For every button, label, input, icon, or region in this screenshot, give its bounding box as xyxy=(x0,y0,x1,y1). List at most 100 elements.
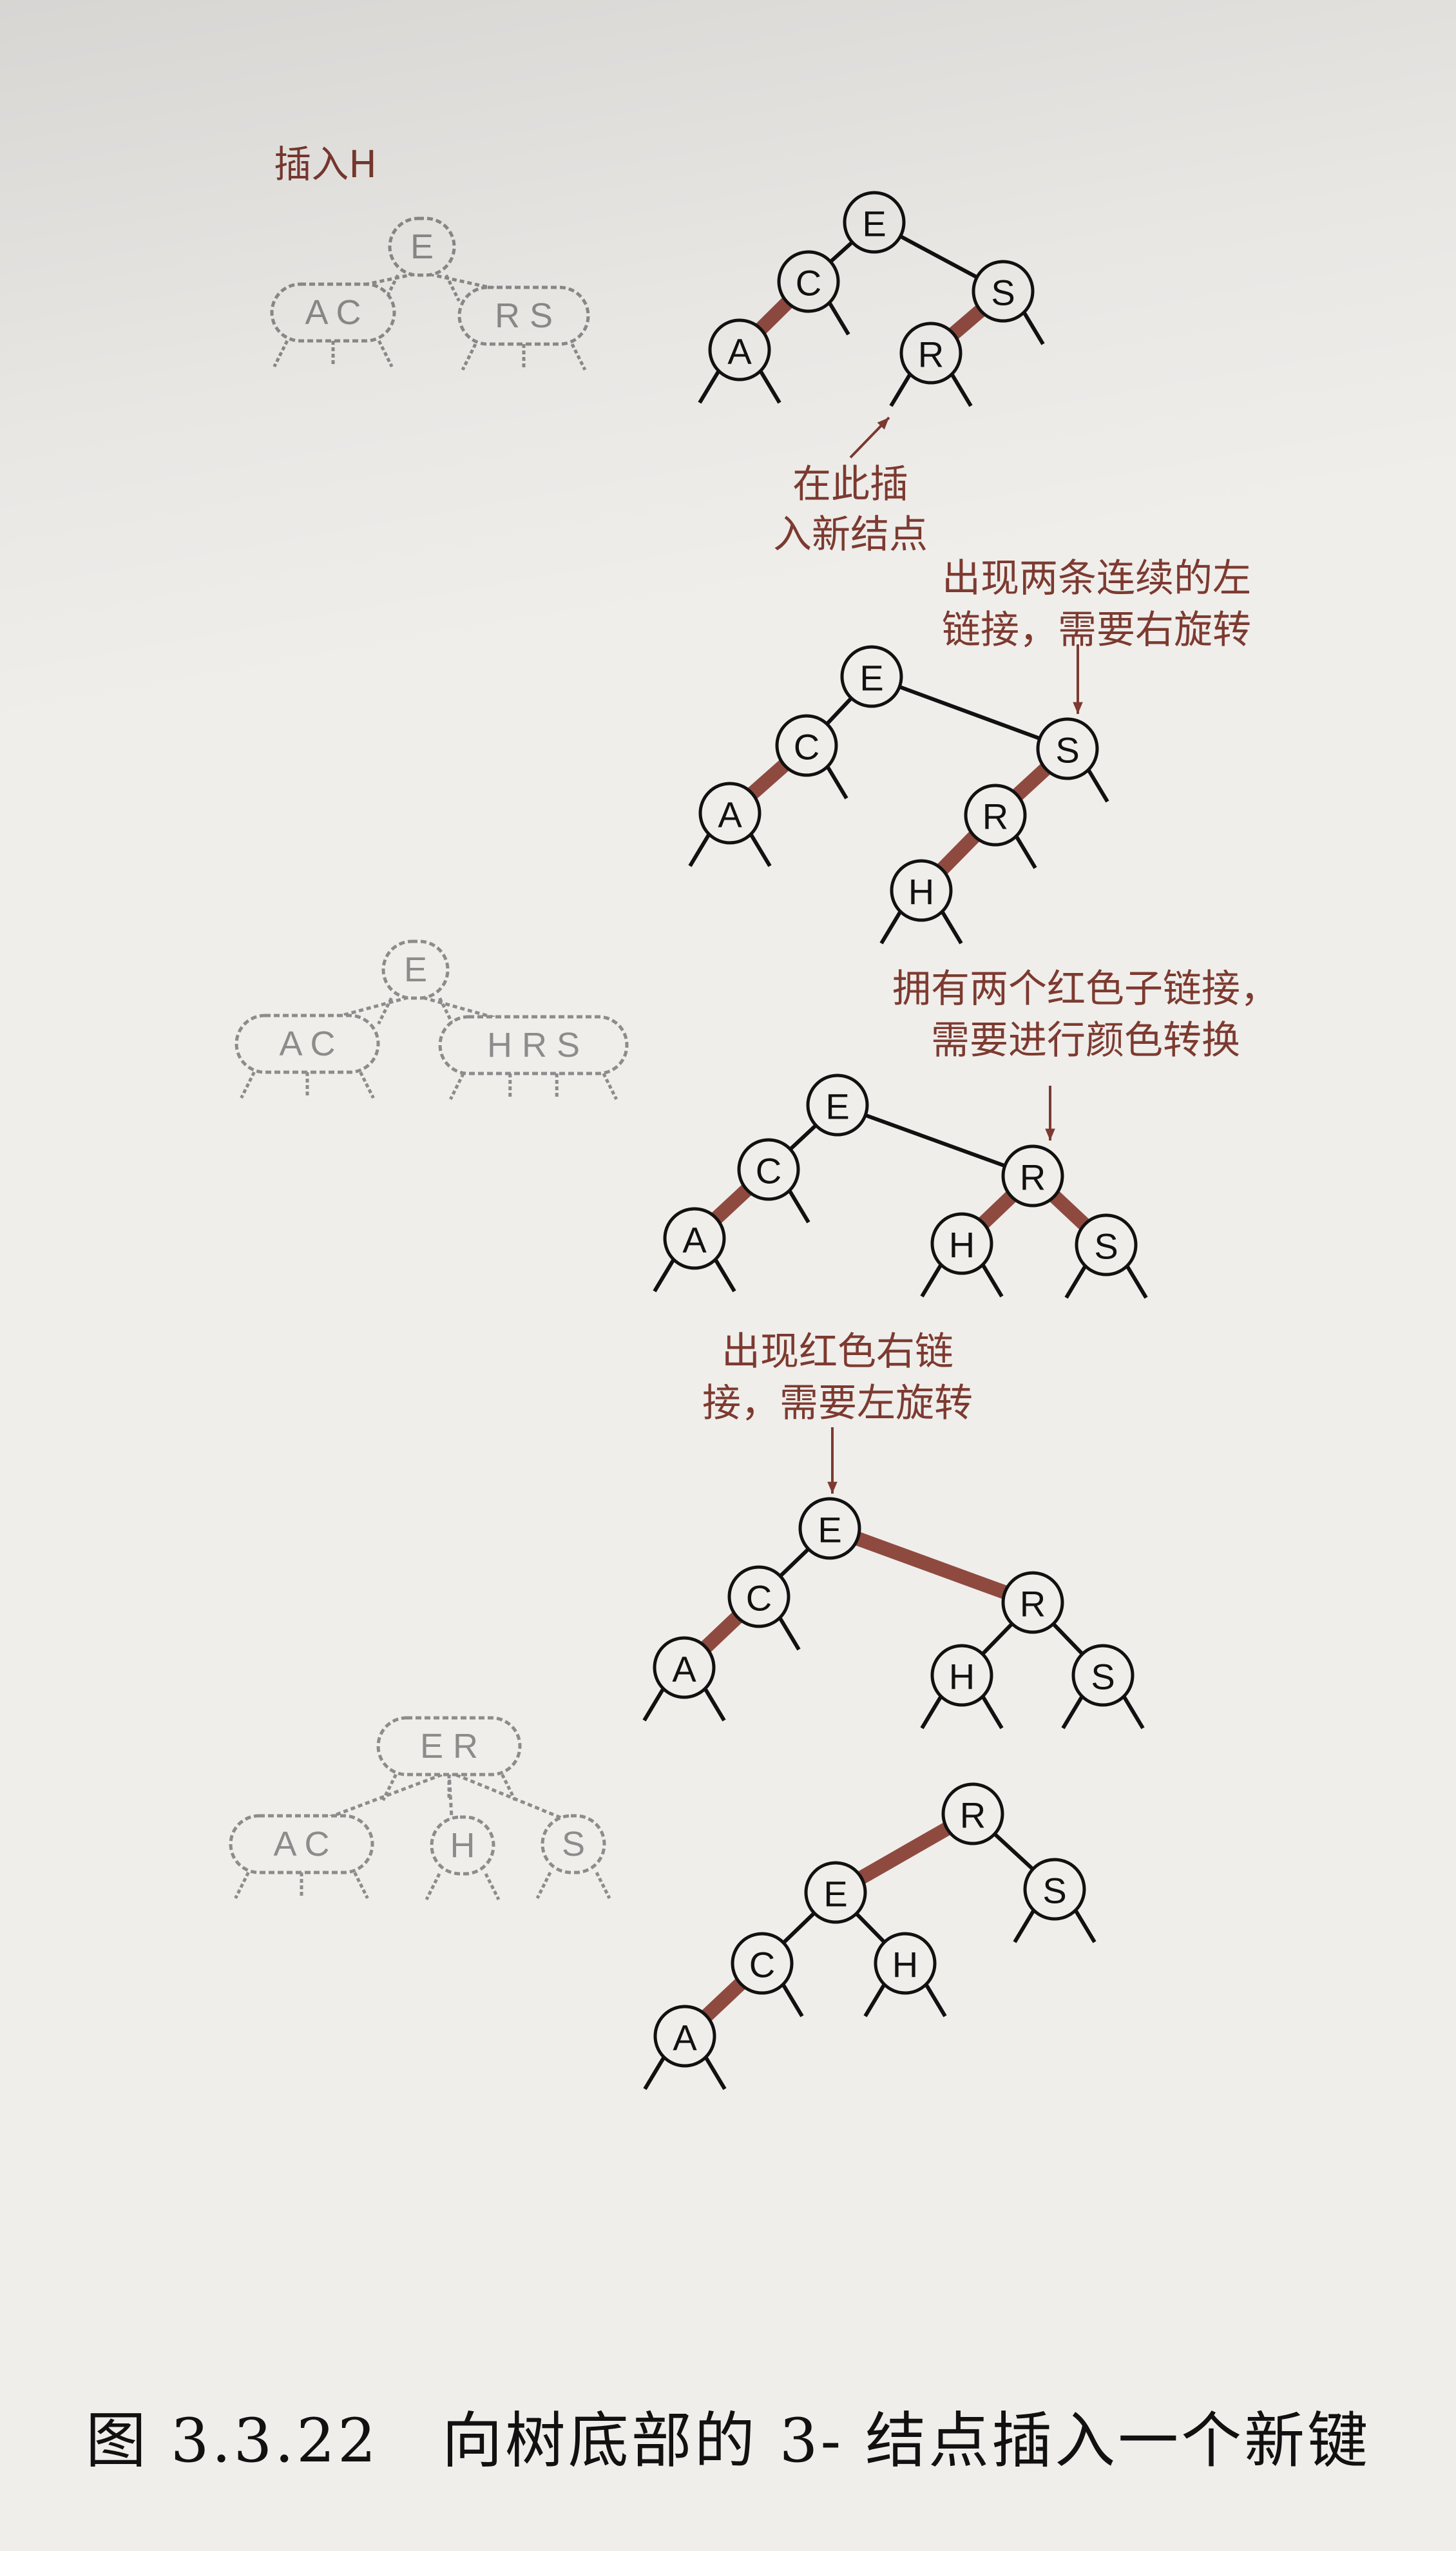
rb-tree-step-1: E C A S R xyxy=(698,191,1045,407)
rb-node-E xyxy=(798,1497,861,1560)
tree-23-step-2: E A C H R S xyxy=(235,939,629,1101)
rb-node-label: H xyxy=(908,872,934,912)
rb-link-red-C-A xyxy=(701,1978,746,2021)
tree-23-leg xyxy=(445,274,461,302)
rb-null-link xyxy=(781,1983,804,2017)
rb-null-link xyxy=(940,910,963,945)
rb-node-label: S xyxy=(1042,1871,1066,1911)
rb-node-label: C xyxy=(794,727,819,767)
annotation-line: 入新结点 xyxy=(773,512,928,557)
rb-null-link xyxy=(1014,834,1037,869)
rb-null-link xyxy=(879,910,903,945)
tree-23-node xyxy=(270,282,396,343)
tree-23-node-label: S xyxy=(562,1825,585,1863)
tree-23-node-label: A C xyxy=(273,1825,329,1863)
rb-node-label: R xyxy=(918,334,944,375)
tree-23-node xyxy=(381,939,450,1000)
tree-23-step-1: E A C R S xyxy=(270,217,590,371)
figure-caption: 图 3.3.22 向树底部的 3- 结点插入一个新键 xyxy=(85,2406,1371,2476)
rb-node-A xyxy=(653,1636,716,1699)
rb-node-H xyxy=(890,859,953,922)
rb-node-label: C xyxy=(796,263,821,303)
rb-link-red-S-R xyxy=(948,305,986,340)
rb-link-red-C-A xyxy=(700,1612,743,1653)
tree-23-edge xyxy=(448,1770,564,1820)
rb-null-link xyxy=(1122,1695,1145,1729)
rb-null-link xyxy=(1061,1695,1084,1729)
rb-node-S xyxy=(1036,717,1099,780)
rb-node-label: E xyxy=(859,658,883,698)
tree-23-leg xyxy=(353,1871,369,1900)
rb-link-red-E-R xyxy=(855,1532,1008,1599)
tree-23-leg xyxy=(449,1072,465,1101)
rb-node-label: A xyxy=(682,1220,707,1260)
tree-23-node-label: H R S xyxy=(487,1026,580,1064)
insert-label: 插入H xyxy=(274,142,377,186)
rb-node-label: R xyxy=(1020,1157,1046,1198)
annotation-line: 接，需要左旋转 xyxy=(702,1381,973,1426)
rb-node-C xyxy=(731,1932,794,1995)
rb-node-label: E xyxy=(862,204,886,244)
annotation-line: 出现两条连续的左 xyxy=(942,556,1251,601)
rb-node-label: A xyxy=(718,794,742,835)
rb-link-black-R-S xyxy=(993,1832,1035,1871)
rb-link-black-E-S xyxy=(899,235,978,279)
annotation-arrowhead xyxy=(1045,1128,1055,1141)
rb-node-label: C xyxy=(756,1151,781,1191)
rb-null-link xyxy=(1086,768,1109,803)
annotation-line: 在此插 xyxy=(792,462,908,507)
rb-null-link xyxy=(787,1189,810,1224)
rb-null-link xyxy=(758,369,781,404)
tree-23-node-label: A C xyxy=(305,293,361,332)
tree-23-node xyxy=(541,1814,606,1874)
rb-null-link xyxy=(863,1983,886,2017)
rb-node-E xyxy=(840,645,903,708)
rb-node-label: H xyxy=(949,1657,975,1697)
rb-node-label: A xyxy=(673,2017,697,2058)
rb-node-label: E xyxy=(825,1086,849,1127)
rb-null-link xyxy=(749,833,772,867)
tree-23-leg xyxy=(234,1871,250,1900)
rb-node-label: C xyxy=(746,1578,772,1619)
rb-node-label: S xyxy=(1091,1657,1115,1697)
rb-null-link xyxy=(825,765,848,800)
rb-null-link xyxy=(1125,1264,1148,1299)
rb-node-H xyxy=(930,1644,993,1707)
tree-23-node-label: E xyxy=(404,950,427,989)
rb-node-label: E xyxy=(818,1510,841,1550)
rb-null-link xyxy=(889,372,912,407)
rb-link-red-C-A xyxy=(747,760,789,799)
rb-node-R xyxy=(899,322,963,385)
rb-node-A xyxy=(708,318,771,381)
rb-link-red-R-E xyxy=(857,1822,951,1884)
rb-node-label: R xyxy=(960,1795,986,1836)
rb-tree-step-5: R E S C H A xyxy=(643,1782,1097,2090)
rb-link-red-S-R xyxy=(1012,764,1051,800)
rb-node-S xyxy=(1075,1213,1138,1276)
rb-node-label: A xyxy=(727,331,752,372)
tree-23-node xyxy=(430,1815,495,1876)
tree-23-edge xyxy=(325,1770,450,1820)
tree-23-node xyxy=(388,217,456,277)
rb-tree-step-3: E C A R H S xyxy=(653,1073,1148,1299)
rb-link-black-E-C xyxy=(779,1547,810,1578)
rb-node-H xyxy=(930,1212,993,1275)
rb-null-link xyxy=(642,1687,666,1722)
rb-null-link xyxy=(924,1983,947,2017)
rb-link-black-E-C xyxy=(789,1124,818,1151)
tree-23-leg xyxy=(378,340,394,368)
tree-23-leg xyxy=(438,997,454,1025)
rb-link-red-R-H xyxy=(937,831,980,874)
rb-link-red-R-S xyxy=(1049,1191,1089,1230)
rb-node-R xyxy=(964,784,1027,847)
tree-23-node-label: R S xyxy=(495,296,553,335)
rb-null-link xyxy=(688,833,711,867)
rb-node-R xyxy=(1001,1571,1064,1634)
annotation-two-red-children: 拥有两个红色子链接， 需要进行颜色转换 xyxy=(892,967,1279,1141)
tree-23-edge xyxy=(331,994,416,1020)
rb-link-black-E-C xyxy=(829,240,854,264)
tree-23-leg xyxy=(501,1773,517,1802)
rb-link-black-E-C xyxy=(825,697,853,726)
rb-null-link xyxy=(778,1616,801,1651)
